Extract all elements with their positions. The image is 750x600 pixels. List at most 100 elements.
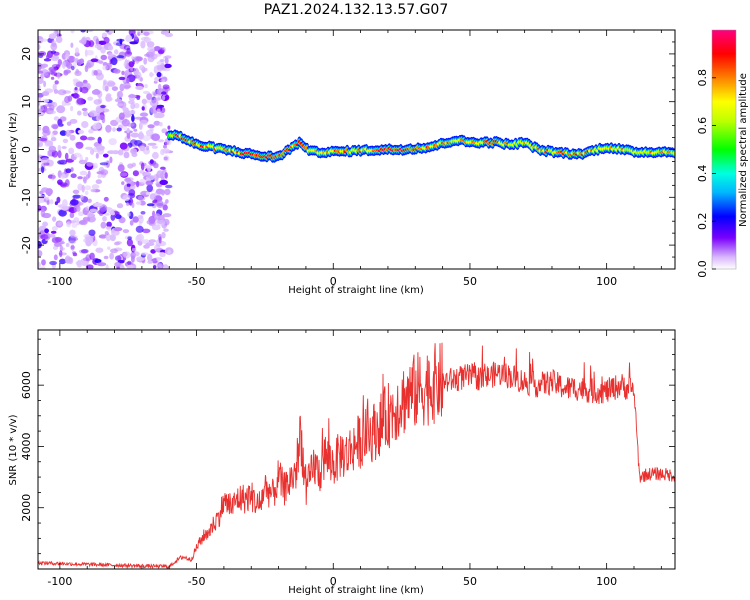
noise-speckle [71, 93, 75, 97]
noise-speckle [156, 258, 160, 262]
noise-speckle [81, 249, 89, 254]
noise-speckle [149, 99, 159, 107]
noise-speckle [57, 150, 62, 159]
spectrogram-marks [38, 30, 675, 269]
noise-speckle [145, 37, 152, 42]
noise-speckle [97, 174, 102, 179]
noise-speckle [135, 85, 144, 90]
noise-speckle [153, 97, 161, 101]
noise-speckle [39, 38, 48, 42]
noise-speckle [64, 95, 71, 104]
noise-speckle [70, 244, 75, 251]
noise-speckle [105, 94, 112, 102]
noise-speckle [54, 80, 59, 85]
noise-speckle [132, 170, 139, 177]
noise-speckle [61, 146, 67, 149]
noise-speckle [50, 42, 58, 51]
noise-speckle [110, 57, 118, 66]
noise-speckle [109, 234, 116, 242]
noise-speckle [69, 236, 79, 242]
noise-speckle [38, 250, 43, 257]
noise-speckle [39, 105, 45, 112]
noise-speckle [77, 183, 83, 191]
noise-speckle [78, 211, 84, 216]
noise-speckle [117, 57, 122, 61]
noise-speckle [114, 262, 121, 267]
noise-speckle [162, 264, 169, 269]
noise-speckle [155, 174, 159, 182]
noise-speckle [41, 259, 46, 266]
noise-speckle [145, 129, 154, 137]
y-tick-label: 0 [20, 146, 33, 153]
noise-speckle [70, 42, 74, 48]
noise-speckle [147, 165, 151, 172]
noise-speckle [164, 63, 172, 69]
noise-speckle [164, 32, 173, 38]
noise-speckle [40, 157, 50, 164]
noise-speckle [45, 188, 53, 196]
colorbar-tick-label: 0.6 [696, 117, 709, 135]
snr-frame [37, 329, 676, 570]
noise-speckle [101, 32, 107, 38]
noise-speckle [103, 196, 109, 202]
noise-speckle [148, 239, 156, 243]
noise-speckle [142, 90, 151, 95]
noise-speckle [95, 247, 104, 253]
noise-speckle [128, 94, 137, 98]
noise-speckle [87, 96, 94, 101]
noise-speckle [96, 145, 105, 151]
colorbar-frame [711, 29, 737, 270]
noise-speckle [140, 211, 146, 215]
noise-speckle [77, 176, 83, 180]
noise-speckle [151, 133, 161, 141]
noise-speckle [162, 213, 172, 218]
noise-speckle [82, 110, 89, 117]
noise-speckle [146, 99, 152, 104]
noise-speckle [70, 173, 77, 178]
noise-speckle [149, 159, 154, 165]
x-tick-label: 100 [596, 275, 617, 288]
noise-speckle [51, 237, 61, 244]
x-tick-label: -100 [47, 275, 72, 288]
noise-speckle [59, 159, 68, 165]
noise-speckle [117, 164, 125, 172]
noise-speckle [90, 188, 96, 193]
x-tick-label: -50 [188, 275, 206, 288]
noise-speckle [93, 162, 98, 169]
noise-speckle [109, 59, 113, 64]
noise-speckle [75, 81, 84, 88]
noise-speckle [97, 210, 104, 215]
noise-speckle [105, 226, 112, 230]
noise-speckle [85, 62, 92, 69]
noise-speckle [93, 99, 102, 105]
noise-speckle [57, 144, 62, 152]
noise-speckle [127, 236, 132, 240]
colorbar: 0.0 0.2 0.4 0.6 0.8 Normalized spectral ampl… [696, 29, 749, 278]
y-tick-label: -20 [20, 236, 33, 254]
noise-speckle [116, 55, 125, 59]
noise-speckle [92, 122, 102, 130]
noise-speckle [126, 127, 130, 134]
noise-speckle [91, 184, 100, 190]
noise-speckle [76, 220, 81, 226]
noise-speckle [121, 181, 125, 186]
noise-speckle [43, 80, 47, 88]
noise-speckle [107, 52, 114, 57]
noise-speckle [129, 110, 136, 115]
noise-speckle [146, 203, 155, 207]
noise-speckle [119, 172, 128, 177]
noise-speckle [88, 229, 96, 236]
noise-speckle [94, 202, 103, 207]
noise-speckle [146, 219, 155, 225]
noise-speckle [165, 199, 169, 204]
noise-speckle [100, 221, 107, 229]
noise-speckle [154, 244, 161, 252]
noise-speckle [121, 70, 125, 76]
noise-speckle [74, 47, 80, 55]
noise-speckle [106, 221, 112, 228]
noise-speckle [65, 129, 72, 137]
noise-speckle [149, 71, 153, 78]
noise-speckle [133, 140, 143, 146]
noise-speckle [123, 251, 131, 259]
noise-speckle [142, 171, 152, 177]
